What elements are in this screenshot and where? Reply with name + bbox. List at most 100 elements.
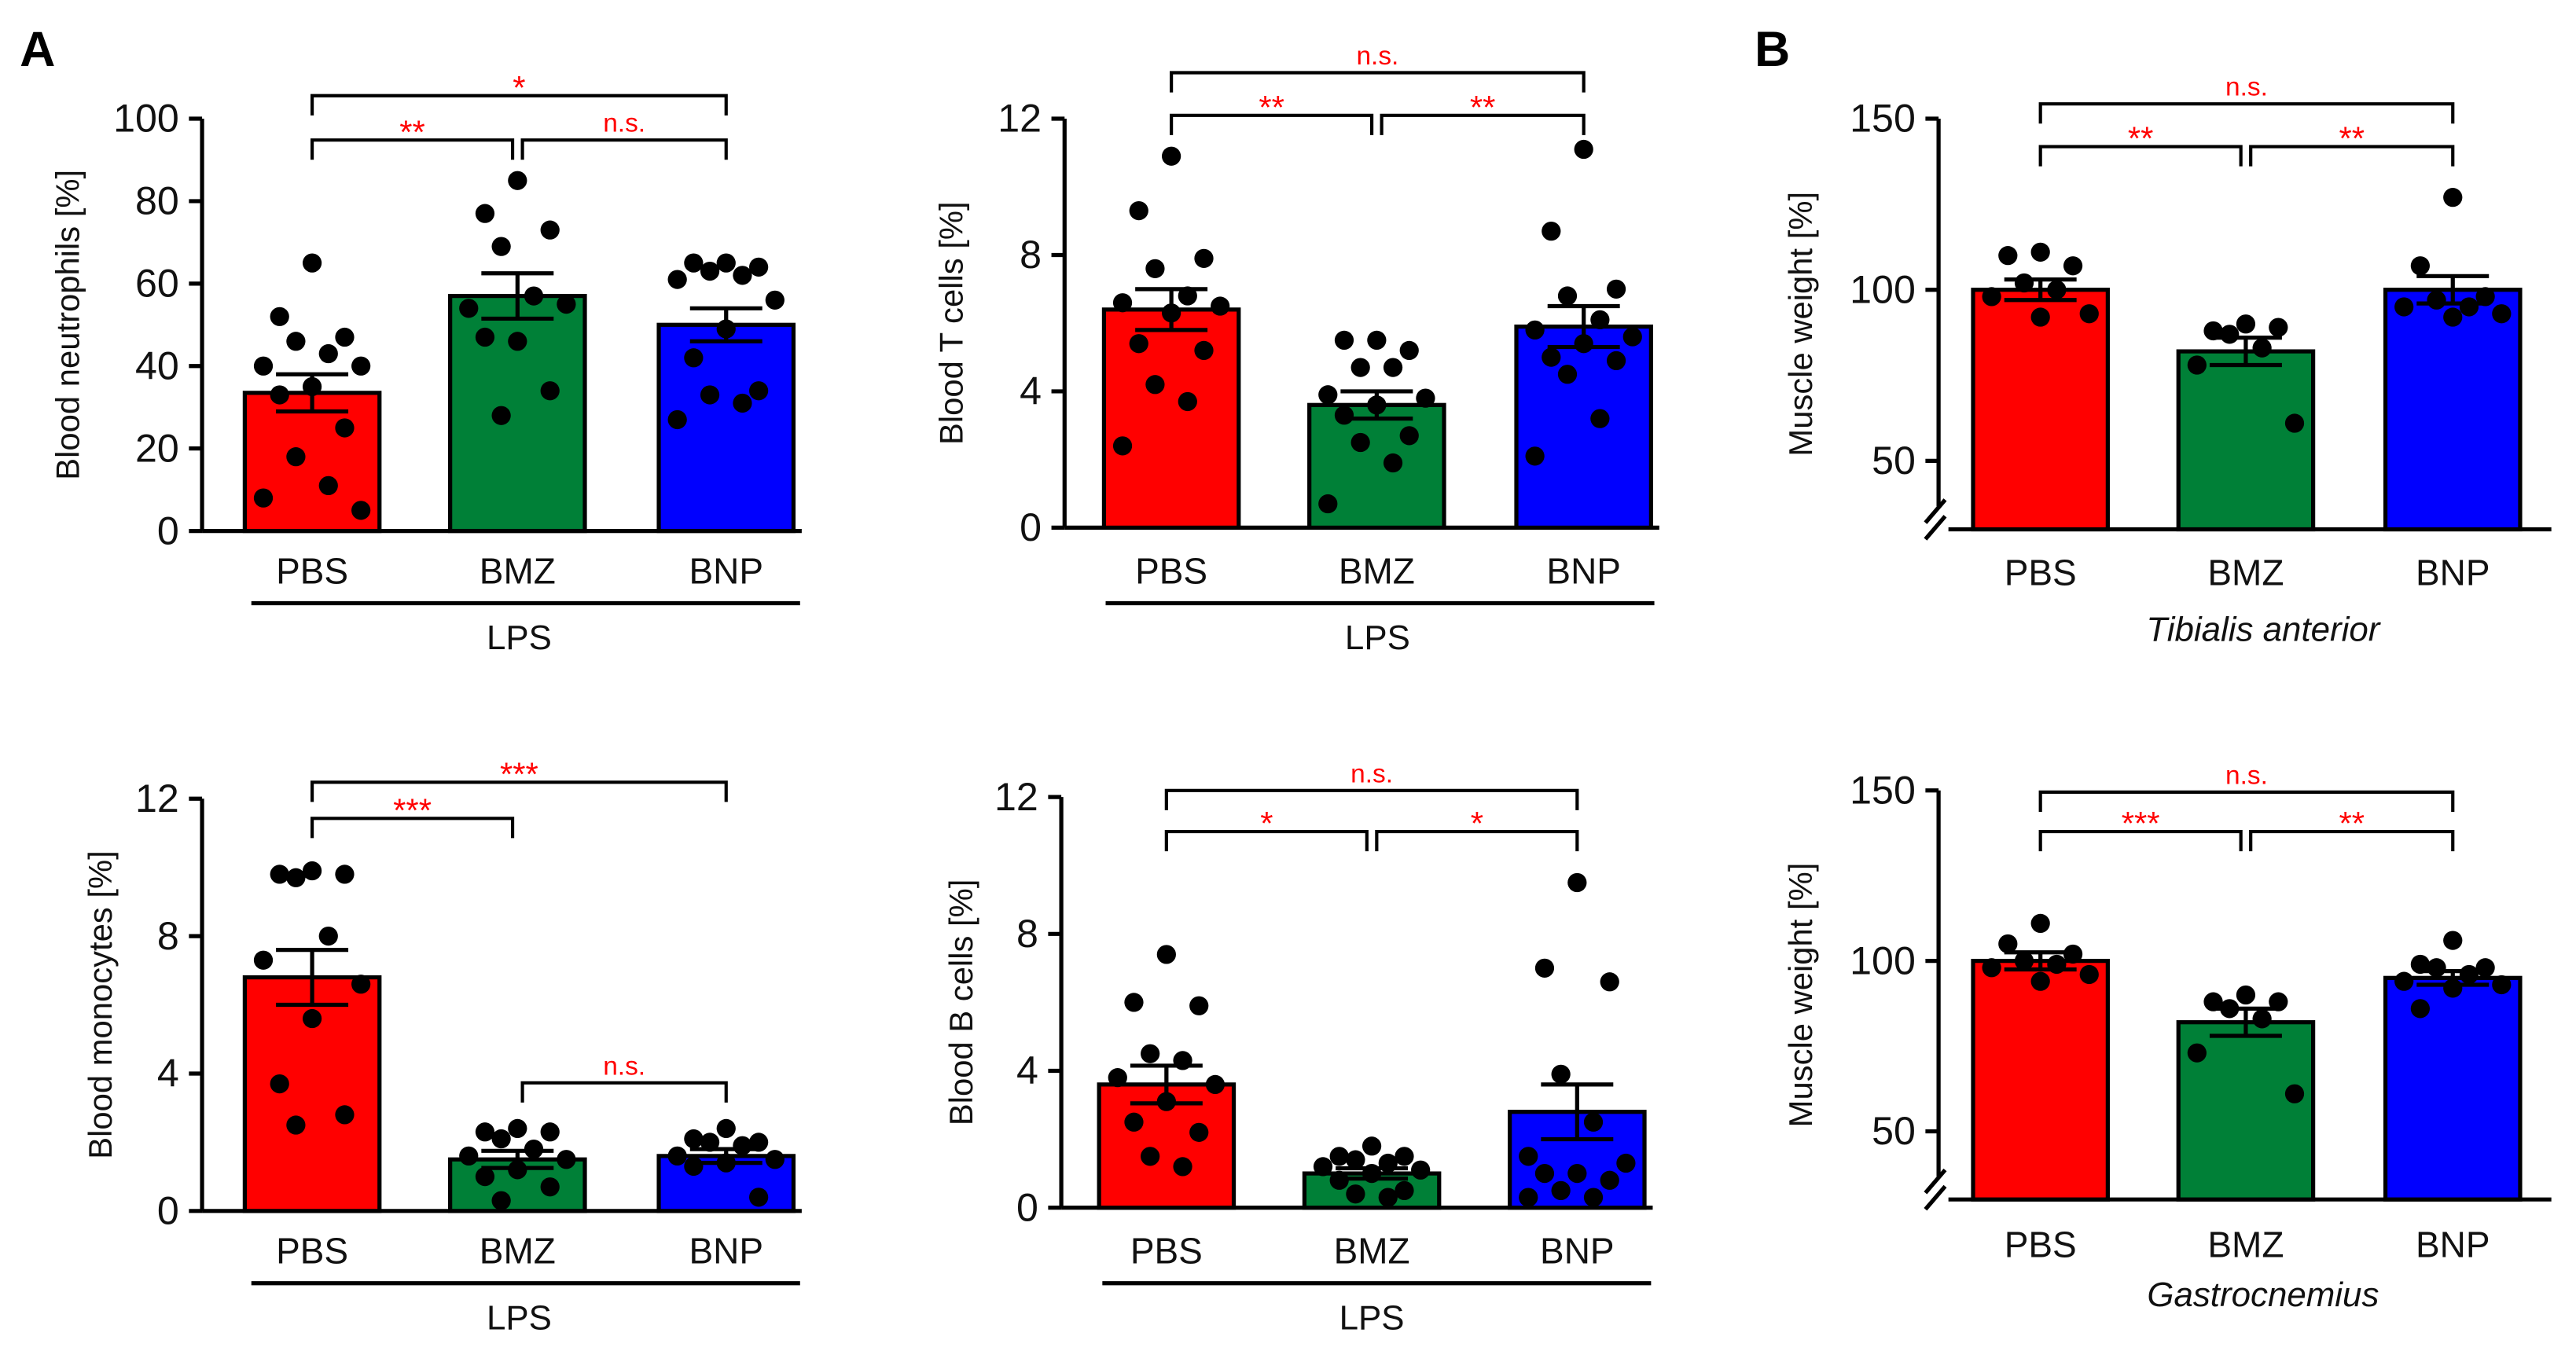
panel-label-a: A [20,22,55,77]
significance-label: n.s. [2225,73,2268,102]
data-point-bmz [2203,321,2223,341]
group-label: LPS [1339,1298,1405,1337]
data-point-bmz [1367,330,1387,351]
data-point-pbs [1205,1074,1226,1095]
y-axis-label: Blood monocytes [%] [82,850,119,1158]
bar-pbs [1101,307,1241,530]
x-tick-label-bmz: BMZ [1334,1231,1410,1272]
data-point-bnp [1616,1153,1636,1173]
data-point-pbs [302,1008,322,1029]
data-point-bnp [1525,320,1545,340]
data-point-bmz [524,286,544,306]
data-point-bnp [2427,290,2446,310]
significance-bracket [2038,102,2455,124]
bar-bnp [2383,975,2523,1202]
data-point-bmz [1350,432,1370,453]
data-point-bnp [749,381,769,401]
data-point-pbs [2014,951,2034,971]
data-point-bmz [2284,413,2305,433]
bar-pbs [1971,959,2110,1202]
data-point-pbs [1173,1157,1192,1177]
data-point-bnp [733,266,752,285]
y-tick-label: 8 [157,914,179,958]
x-tick-label-pbs: PBS [276,550,348,591]
data-point-pbs [2030,971,2050,991]
data-point-bmz [1411,1160,1431,1180]
data-point-pbs [1112,436,1133,456]
data-point-bnp [2394,971,2414,991]
data-point-bnp [2394,297,2414,317]
data-point-pbs [286,1115,306,1135]
data-point-bnp [1583,1112,1604,1132]
y-tick-label: 150 [1850,769,1916,813]
y-tick-label: 0 [157,508,179,553]
data-point-bnp [1534,958,1555,978]
panel-label-b: B [1755,22,1790,77]
y-tick-label: 12 [998,97,1042,141]
data-point-bnp [1519,1188,1538,1207]
data-point-pbs [253,356,274,376]
data-point-pbs [351,975,371,994]
data-point-bmz [557,294,576,314]
axis-break-mark [1924,1184,1947,1211]
x-tick-label-bmz: BMZ [480,1231,556,1272]
significance-label: *** [500,756,538,793]
data-point-bmz [2236,314,2256,334]
data-point-bmz [2269,318,2288,337]
significance-bracket [520,1081,728,1103]
significance-label: *** [393,792,432,829]
y-tick-label: 12 [135,776,179,821]
group-label: LPS [487,1298,552,1337]
significance-bracket [2038,790,2455,812]
x-tick-label-bmz: BMZ [480,550,556,591]
significance-bracket [1375,829,1579,852]
data-point-pbs [1145,375,1165,395]
data-point-bnp [2427,958,2446,978]
data-point-pbs [1998,934,2018,954]
data-point-pbs [286,447,306,467]
significance-label: * [1471,805,1483,842]
significance-bracket [2038,145,2243,167]
data-point-bmz [1378,1188,1398,1207]
y-tick-label: 50 [1872,1109,1916,1153]
y-tick-label: 0 [1016,1185,1038,1229]
data-point-pbs [1189,1122,1209,1142]
data-point-pbs [335,327,355,347]
data-point-pbs [270,385,289,405]
significance-label: n.s. [603,109,645,138]
data-point-bmz [540,1122,560,1142]
data-point-bnp [716,253,736,273]
bar-bmz [448,293,587,534]
data-point-bnp [667,270,687,289]
significance-label: *** [2122,805,2160,842]
data-point-pbs [2030,913,2050,934]
data-point-bmz [1399,340,1419,361]
significance-bracket [310,138,515,160]
data-point-bmz [459,299,479,318]
x-tick-label-bnp: BNP [2416,1224,2490,1265]
data-point-bmz [2284,1084,2305,1103]
data-point-bnp [667,409,687,430]
significance-bracket [310,780,728,802]
data-point-pbs [318,475,338,496]
data-point-pbs [1124,1112,1144,1132]
y-tick-label: 8 [1016,912,1038,956]
data-point-pbs [1194,340,1214,361]
data-point-bmz [508,1118,527,1139]
significance-label: ** [1470,89,1496,126]
data-point-pbs [335,418,355,438]
significance-bracket [1170,71,1586,93]
data-point-bnp [765,1150,785,1169]
significance-label: ** [2128,120,2154,157]
data-point-bmz [540,220,560,240]
data-point-bnp [1606,351,1626,371]
data-point-pbs [1108,1068,1127,1088]
bar-bmz [2176,349,2316,532]
data-point-bmz [491,406,511,425]
data-point-pbs [286,332,306,351]
data-point-bnp [2410,999,2430,1019]
data-point-bnp [2443,188,2463,207]
data-point-pbs [1145,259,1165,278]
data-point-bnp [1622,327,1642,347]
y-tick-label: 4 [157,1052,179,1096]
